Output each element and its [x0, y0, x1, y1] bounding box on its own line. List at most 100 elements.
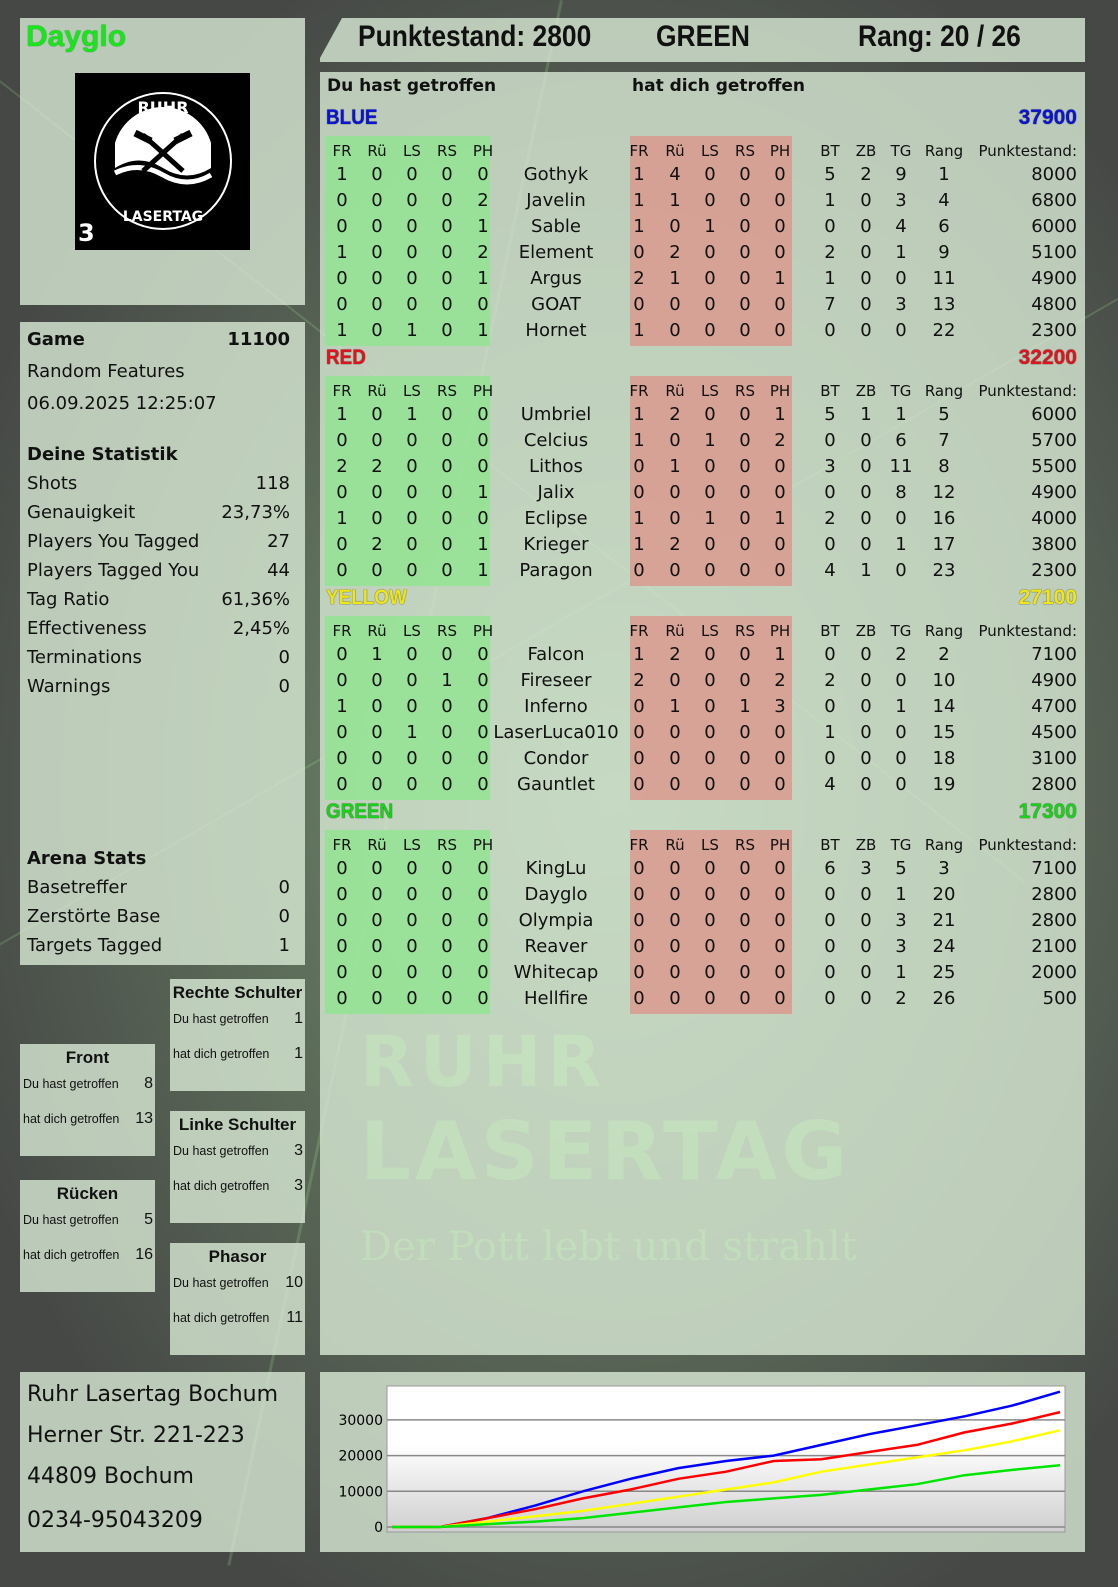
hit-you-cell: 0	[774, 910, 786, 931]
player-row[interactable]: 0 0 0 0 1 Argus 2 1 0 0 1 1 0 0 11 4900	[320, 268, 1085, 294]
stat-cell: 1	[938, 164, 950, 185]
points-cell: 4000	[1031, 508, 1077, 529]
hit-you-cell: 0	[704, 560, 716, 581]
you-hit-cell: 0	[336, 936, 348, 957]
col-header: Rü	[665, 836, 685, 854]
you-hit-cell: 1	[371, 644, 383, 665]
hit-you-cell: 0	[633, 242, 645, 263]
player-name-cell: Paragon	[519, 560, 593, 581]
you-hit-cell: 1	[477, 534, 489, 555]
player-row[interactable]: 1 0 1 0 1 Hornet 1 0 0 0 0 0 0 0 22 2300	[320, 320, 1085, 346]
player-row[interactable]: 0 0 0 0 1 Sable 1 0 1 0 0 0 0 4 6 6000	[320, 216, 1085, 242]
stat-value: 1	[278, 935, 290, 956]
col-header: RS	[437, 142, 457, 160]
venue-city: 44809 Bochum	[27, 1464, 194, 1489]
player-row[interactable]: 0 0 0 0 0 Reaver 0 0 0 0 0 0 0 3 24 2100	[320, 936, 1085, 962]
hit-you-cell: 0	[739, 482, 751, 503]
player-row[interactable]: 0 0 0 0 0 Gauntlet 0 0 0 0 0 4 0 0 19 2800	[320, 774, 1085, 800]
you-hit-cell: 0	[441, 910, 453, 931]
hit-you-cell: 0	[669, 482, 681, 503]
player-row[interactable]: 0 0 0 0 1 Jalix 0 0 0 0 0 0 0 8 12 4900	[320, 482, 1085, 508]
stat-cell: 0	[860, 320, 872, 341]
hit-you-cell: 0	[633, 482, 645, 503]
hit-you-cell: 0	[633, 910, 645, 931]
you-hit-cell: 0	[336, 884, 348, 905]
col-header: RS	[735, 382, 755, 400]
col-header: TG	[890, 142, 912, 160]
player-row[interactable]: 0 0 0 0 0 Celcius 1 0 1 0 2 0 0 6 7 5700	[320, 430, 1085, 456]
player-row[interactable]: 0 0 0 0 0 Whitecap 0 0 0 0 0 0 0 1 25 2000	[320, 962, 1085, 988]
player-name-cell: Fireseer	[520, 670, 592, 691]
you-hit-cell: 0	[406, 748, 418, 769]
player-row[interactable]: 0 2 0 0 1 Krieger 1 2 0 0 0 0 0 1 17 3800	[320, 534, 1085, 560]
you-hit-area	[325, 376, 490, 586]
player-row[interactable]: 0 0 0 0 0 Condor 0 0 0 0 0 0 0 0 18 3100	[320, 748, 1085, 774]
player-row[interactable]: 1 0 0 0 0 Eclipse 1 0 1 0 1 2 0 0 16 4000	[320, 508, 1085, 534]
hit-you-label: hat dich getroffen	[173, 1311, 270, 1325]
you-hit-cell: 0	[336, 988, 348, 1009]
stat-cell: 1	[895, 962, 907, 983]
hit-you-cell: 0	[774, 190, 786, 211]
you-hit-cell: 1	[477, 482, 489, 503]
player-row[interactable]: 1 0 0 0 0 Inferno 0 1 0 1 3 0 0 1 14 4700	[320, 696, 1085, 722]
hit-you-cell: 0	[704, 190, 716, 211]
player-row[interactable]: 0 0 1 0 0 LaserLuca010 0 0 0 0 0 1 0 0 15 4500	[320, 722, 1085, 748]
player-row[interactable]: 0 0 0 0 1 Paragon 0 0 0 0 0 4 1 0 23 2300	[320, 560, 1085, 586]
svg-text:LASERTAG: LASERTAG	[123, 209, 203, 225]
stat-cell: 16	[932, 508, 956, 529]
points-cell: 7100	[1031, 644, 1077, 665]
you-hit-cell: 0	[477, 696, 489, 717]
stat-cell: 23	[932, 560, 956, 581]
col-header: PH	[472, 836, 494, 854]
player-row[interactable]: 0 0 0 0 0 Dayglo 0 0 0 0 0 0 0 1 20 2800	[320, 884, 1085, 910]
you-hit-cell: 1	[406, 320, 418, 341]
stat-cell: 26	[932, 988, 956, 1009]
player-row[interactable]: 0 0 0 0 0 KingLu 0 0 0 0 0 6 3 5 3 7100	[320, 858, 1085, 884]
hit-you-cell: 0	[633, 858, 645, 879]
player-name-cell: Sable	[531, 216, 581, 237]
stat-cell: 0	[895, 774, 907, 795]
stat-cell: 0	[824, 482, 836, 503]
hit-you-cell: 2	[633, 268, 645, 289]
player-row[interactable]: 1 0 0 0 0 Gothyk 1 4 0 0 0 5 2 9 1 8000	[320, 164, 1085, 190]
player-row[interactable]: 0 1 0 0 0 Falcon 1 2 0 0 1 0 0 2 2 7100	[320, 644, 1085, 670]
game-mode: Random Features	[27, 361, 185, 382]
hit-you-cell: 0	[774, 320, 786, 341]
hit-you-cell: 0	[739, 670, 751, 691]
stat-cell: 0	[860, 962, 872, 983]
col-header: FR	[629, 836, 649, 854]
you-hit-cell: 0	[406, 508, 418, 529]
player-row[interactable]: 0 0 0 1 0 Fireseer 2 0 0 0 2 2 0 0 10 4900	[320, 670, 1085, 696]
player-row[interactable]: 0 0 0 0 0 Olympia 0 0 0 0 0 0 0 3 21 2800	[320, 910, 1085, 936]
you-hit-cell: 0	[441, 884, 453, 905]
stat-cell: 0	[860, 508, 872, 529]
hit-you-cell: 0	[669, 670, 681, 691]
stat-cell: 0	[860, 534, 872, 555]
hit-you-label: hat dich getroffen	[173, 1179, 270, 1193]
stat-cell: 2	[824, 508, 836, 529]
hit-you-cell: 0	[669, 722, 681, 743]
hit-you-cell: 0	[633, 560, 645, 581]
points-cell: 3100	[1031, 748, 1077, 769]
player-row[interactable]: 1 0 1 0 0 Umbriel 1 2 0 0 1 5 1 1 5 6000	[320, 404, 1085, 430]
game-datetime: 06.09.2025 12:25:07	[27, 393, 217, 414]
player-row[interactable]: 0 0 0 0 0 Hellfire 0 0 0 0 0 0 0 2 26 500	[320, 988, 1085, 1014]
points-cell: 5100	[1031, 242, 1077, 263]
stat-cell: 0	[824, 216, 836, 237]
svg-text:RUHR: RUHR	[137, 98, 188, 117]
col-header: FR	[629, 142, 649, 160]
points-cell: 2300	[1031, 560, 1077, 581]
player-row[interactable]: 0 0 0 0 0 GOAT 0 0 0 0 0 7 0 3 13 4800	[320, 294, 1085, 320]
player-name-cell: Element	[518, 242, 594, 263]
col-header: PH	[472, 622, 494, 640]
points-cell: 6800	[1031, 190, 1077, 211]
hit-you-cell: 0	[704, 294, 716, 315]
player-row[interactable]: 2 2 0 0 0 Lithos 0 1 0 0 0 3 0 11 8 5500	[320, 456, 1085, 482]
player-row[interactable]: 0 0 0 0 2 Javelin 1 1 0 0 0 1 0 3 4 6800	[320, 190, 1085, 216]
you-hit-cell: 0	[477, 508, 489, 529]
player-row[interactable]: 1 0 0 0 2 Element 0 2 0 0 0 2 0 1 9 5100	[320, 242, 1085, 268]
hit-you-cell: 0	[704, 320, 716, 341]
stat-cell: 7	[938, 430, 950, 451]
you-hit-cell: 0	[441, 534, 453, 555]
player-card: Dayglo RUHR LASERTAG 3	[20, 18, 305, 305]
